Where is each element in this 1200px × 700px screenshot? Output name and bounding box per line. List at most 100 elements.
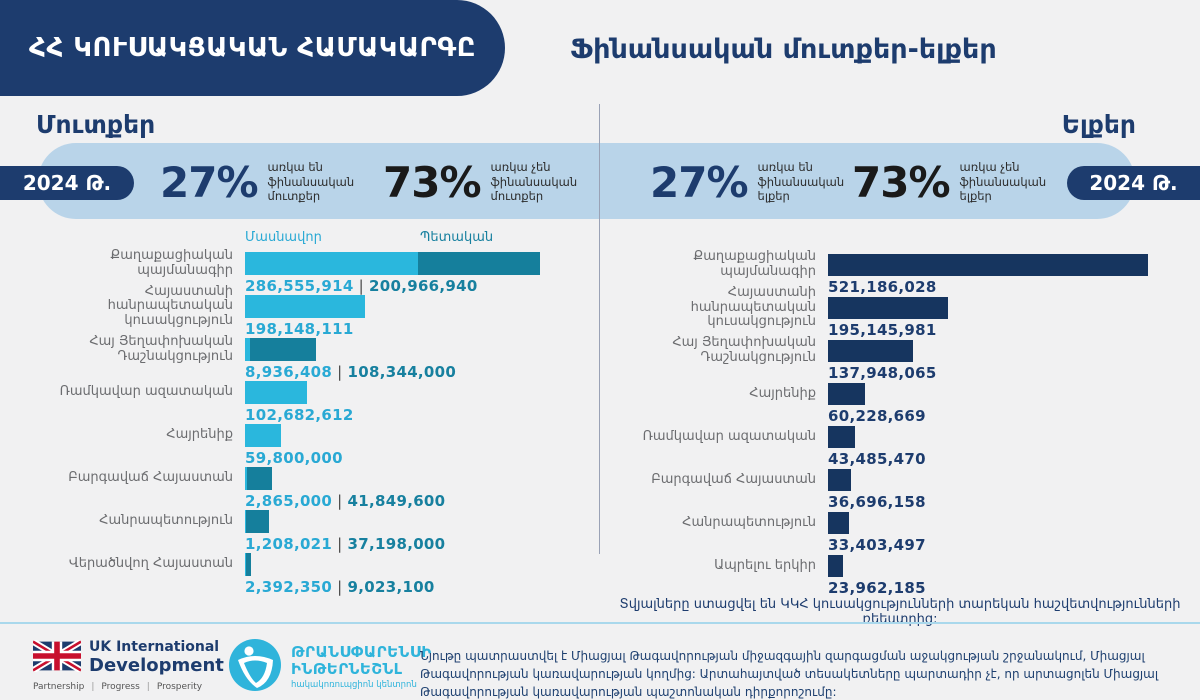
stat-label: առկա են ֆինանսական մուտքեր	[267, 160, 355, 204]
bar-track	[828, 555, 1188, 577]
stat-value: 27%	[650, 157, 749, 207]
value-state: 200,966,940	[369, 277, 478, 295]
value-separator: |	[337, 492, 343, 510]
chart-row: Վերածնվող Հայաստան 2,392,350 | 9,023,100	[18, 553, 578, 596]
chart-row: Հայաստանի հանրապետական կուսակցություն 198…	[18, 283, 578, 338]
footer-divider	[0, 622, 1200, 624]
bar-private	[245, 553, 246, 576]
chart-legend: Մասնավոր Պետական	[245, 230, 578, 252]
party-label: Ապրելու երկիր	[714, 557, 816, 573]
uk-logo-line1: UK International	[89, 639, 220, 656]
bar-track	[828, 512, 1188, 534]
bar-total	[828, 469, 851, 491]
transparency-international-logo: ԹՐԱՆՍՓԱՐԵՆՍԻ ԻՆԹԵՐՆԵՇՆԼ հակակոռուպցիոն կ…	[228, 638, 432, 696]
chart-row: Հանրապետություն 1,208,021 | 37,198,000	[18, 510, 578, 553]
bar-total	[828, 340, 913, 362]
bar-cell: 198,148,111	[245, 295, 578, 338]
chart-row: Ռամկավար ազատական 102,682,612	[18, 381, 578, 424]
bar-private	[245, 381, 307, 404]
year-badge-left: 2024 Թ.	[0, 166, 134, 200]
bar-cell: 43,485,470	[828, 426, 1188, 469]
bar-values: 1,208,021 | 37,198,000	[245, 535, 578, 553]
chart-row: Հայրենիք 60,228,669	[622, 383, 1188, 426]
bar-state	[418, 252, 540, 275]
bar-values: 286,555,914 | 200,966,940	[245, 277, 578, 295]
value-total: 33,403,497	[828, 536, 926, 554]
bar-cell: 33,403,497	[828, 512, 1188, 555]
legend-private: Մասնավոր	[245, 230, 322, 245]
bar-values: 521,186,028	[828, 278, 1188, 296]
bar-private	[245, 424, 281, 447]
bar-private	[245, 338, 250, 361]
bar-cell: 1,208,021 | 37,198,000	[245, 510, 578, 553]
bar-private	[245, 510, 246, 533]
inflows-heading: Մուտքեր	[36, 110, 156, 139]
bar-values: 43,485,470	[828, 450, 1188, 468]
uk-logo-line2: Development	[89, 654, 224, 676]
inflows-chart-rows: Քաղաքացիական պայմանագիր 286,555,914 | 200,9…	[18, 247, 578, 596]
header-banner: ՀՀ ԿՈՒՍԱԿՑԱԿԱՆ ՀԱՄԱԿԱՐԳԸ	[0, 0, 505, 96]
bar-total	[828, 426, 855, 448]
uk-logo-tagline: Partnership | Progress | Prosperity	[33, 682, 224, 692]
stat-label: առկա չեն ֆինանսական մուտքեր	[490, 160, 578, 204]
bar-cell: 2,865,000 | 41,849,600	[245, 467, 578, 510]
bar-values: 195,145,981	[828, 321, 1188, 339]
bar-cell: 286,555,914 | 200,966,940	[245, 252, 578, 295]
outflows-chart: Քաղաքացիական պայմանագիր 521,186,028 Հայաստ…	[622, 250, 1188, 598]
bar-private	[245, 252, 418, 275]
stats-band	[38, 143, 1135, 219]
value-separator: |	[337, 578, 343, 596]
stat-inflows-present: 27% առկա են ֆինանսական մուտքեր	[160, 153, 360, 211]
chart-row: Հայաստանի հանրապետական կուսակցություն 195…	[622, 285, 1188, 340]
bar-track	[828, 426, 1188, 448]
ti-logo-tagline: հակակոռուպցիոն կենտրոն	[291, 680, 417, 691]
value-private: 102,682,612	[245, 406, 354, 424]
party-label: Հայաստանի հանրապետական կուսակցություն	[690, 285, 816, 330]
bar-track	[828, 383, 1188, 405]
party-label: Հայրենիք	[749, 385, 816, 401]
party-label: Հայ Յեղափոխական Դաշնակցություն	[89, 333, 233, 364]
bar-values: 102,682,612	[245, 406, 578, 424]
value-state: 9,023,100	[347, 578, 435, 596]
bar-values: 137,948,065	[828, 364, 1188, 382]
chart-row: Քաղաքացիական պայմանագիր 286,555,914 | 200,9…	[18, 247, 578, 295]
stat-value: 27%	[160, 157, 259, 207]
bar-cell: 137,948,065	[828, 340, 1188, 383]
bar-track	[828, 340, 1188, 362]
outflows-chart-rows: Քաղաքացիական պայմանագիր 521,186,028 Հայաստ…	[622, 250, 1188, 598]
party-label: Բարգավաճ Հայաստան	[651, 471, 816, 487]
party-label: Հայրենիք	[166, 427, 233, 443]
uk-tagline-part: Partnership	[33, 682, 85, 692]
bar-private	[245, 467, 247, 490]
bar-track	[245, 510, 578, 533]
value-separator: |	[358, 277, 364, 295]
party-label: Քաղաքացիական պայմանագիր	[110, 247, 233, 278]
bar-values: 2,865,000 | 41,849,600	[245, 492, 578, 510]
value-private: 1,208,021	[245, 535, 333, 553]
bar-cell: 8,936,408 | 108,344,000	[245, 338, 578, 381]
bar-cell: 36,696,158	[828, 469, 1188, 512]
value-total: 60,228,669	[828, 407, 926, 425]
chart-row: Հայ Յեղափոխական Դաշնակցություն 8,936,408 |…	[18, 333, 578, 381]
value-total: 23,962,185	[828, 579, 926, 597]
tagline-separator: |	[146, 682, 150, 692]
value-total: 137,948,065	[828, 364, 937, 382]
value-private: 2,865,000	[245, 492, 333, 510]
bar-values: 2,392,350 | 9,023,100	[245, 578, 578, 596]
bar-values: 36,696,158	[828, 493, 1188, 511]
stat-outflows-present: 27% առկա են ֆինանսական ելքեր	[650, 153, 850, 211]
value-private: 2,392,350	[245, 578, 333, 596]
value-separator: |	[337, 535, 343, 553]
party-label: Հայաստանի հանրապետական կուսակցություն	[107, 283, 233, 328]
bar-state	[246, 553, 251, 576]
chart-row: Հանրապետություն 33,403,497	[622, 512, 1188, 555]
value-total: 43,485,470	[828, 450, 926, 468]
ti-logo-line2: ԻՆԹԵՐՆԵՇՆԼ	[291, 660, 403, 678]
uk-tagline-part: Progress	[101, 682, 140, 692]
bar-total	[828, 297, 948, 319]
union-jack-icon	[31, 638, 83, 676]
party-label: Հայ Յեղափոխական Դաշնակցություն	[672, 335, 816, 365]
chart-row: Բարգավաճ Հայաստան 2,865,000 | 41,849,600	[18, 467, 578, 510]
bar-cell: 60,228,669	[828, 383, 1188, 426]
app-title: ՀՀ ԿՈՒՍԱԿՑԱԿԱՆ ՀԱՄԱԿԱՐԳԸ	[29, 33, 476, 63]
